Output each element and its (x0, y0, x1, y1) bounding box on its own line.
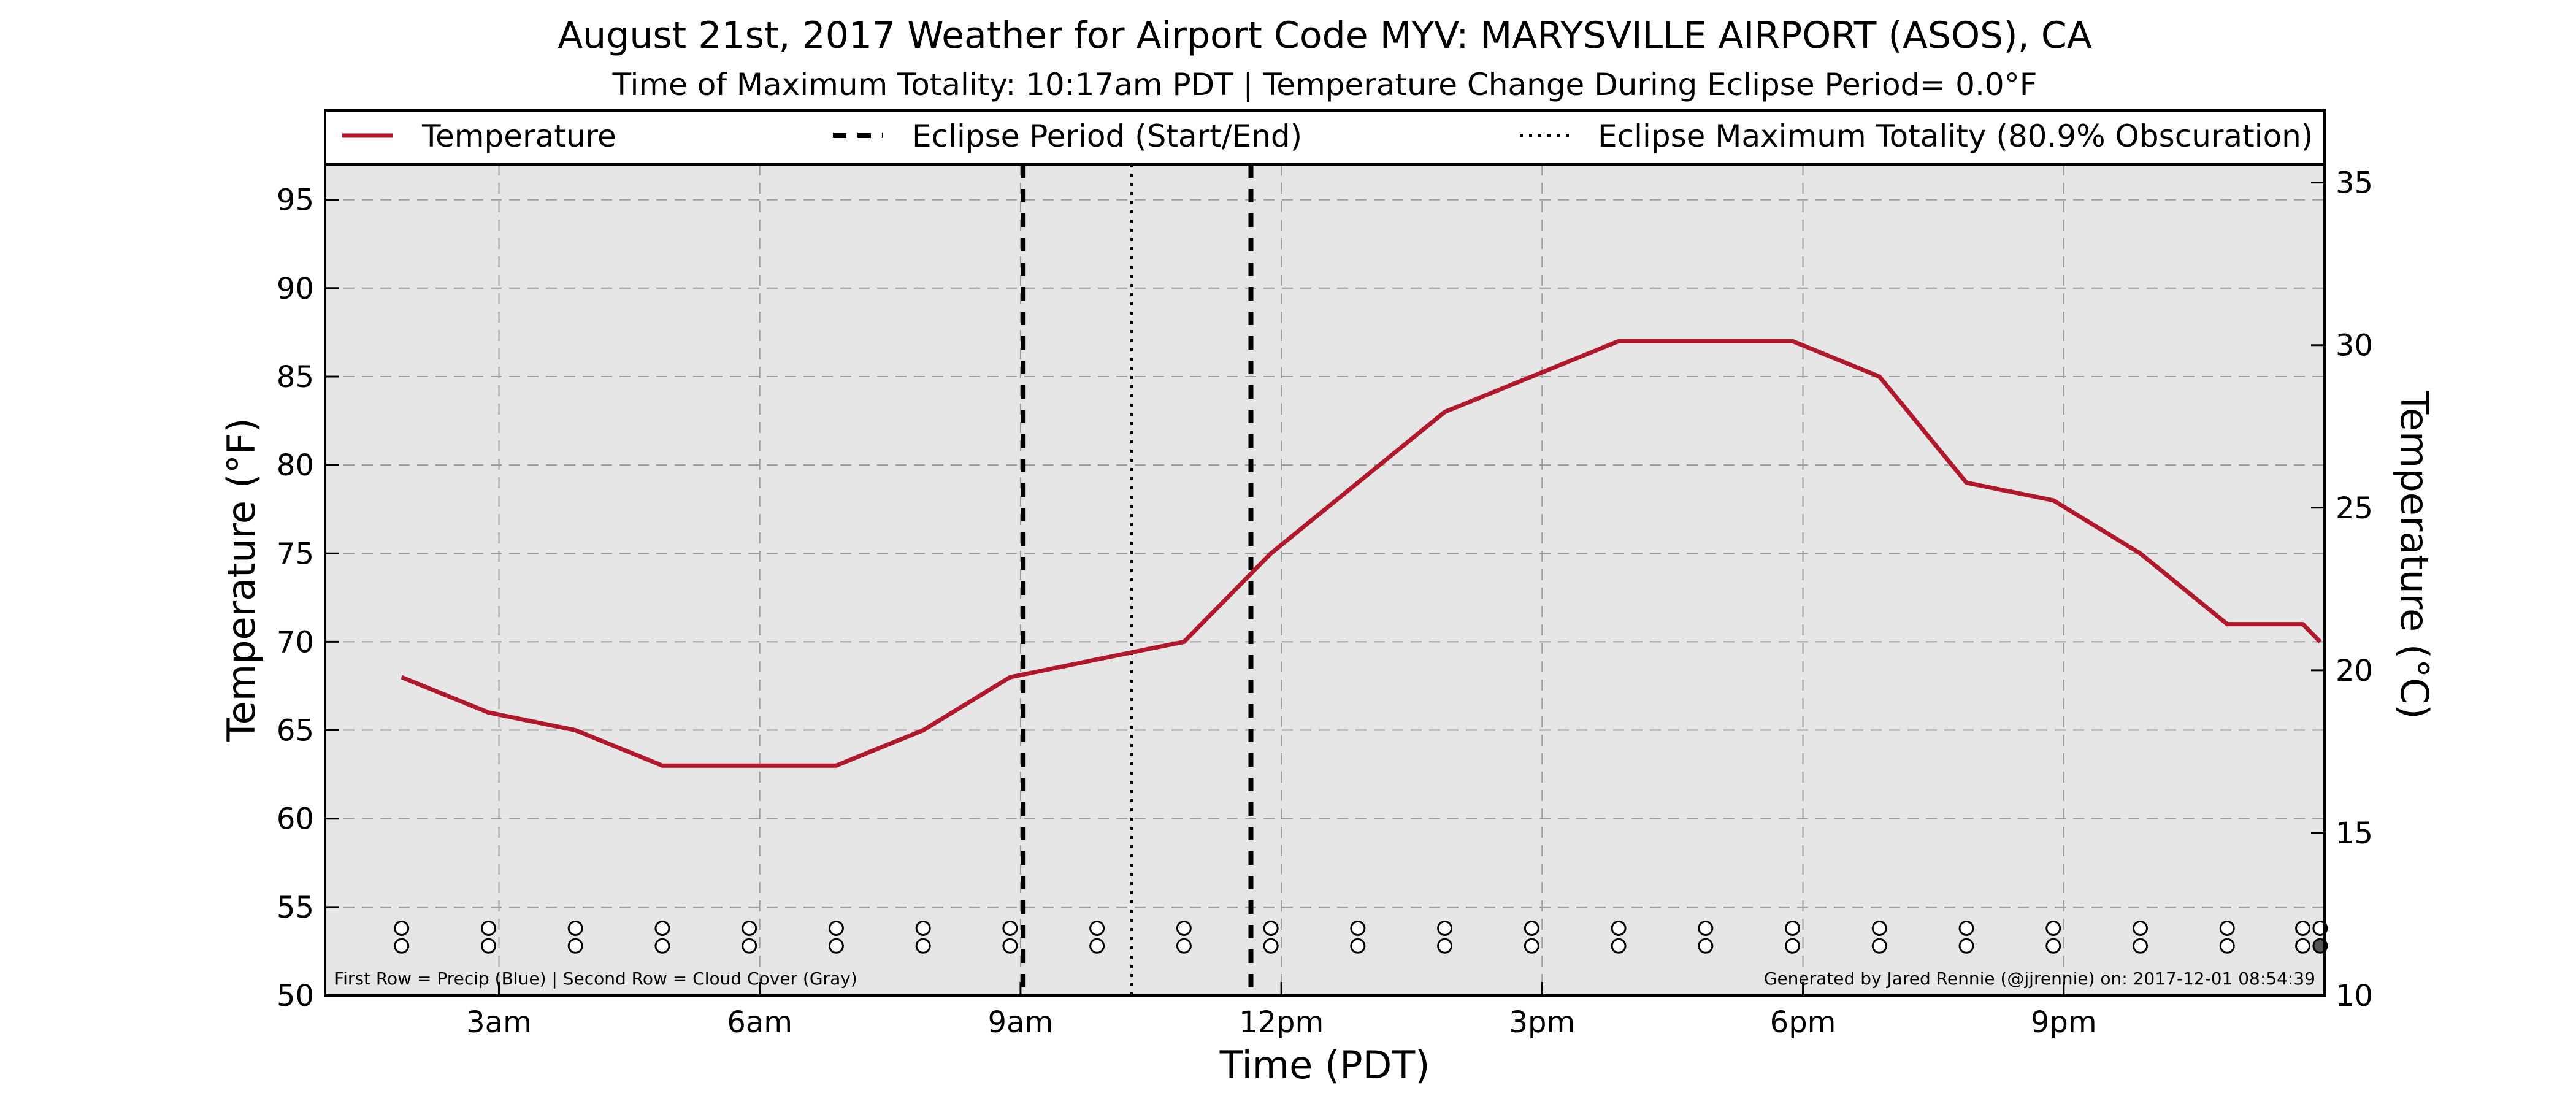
grid-lines (325, 164, 2325, 995)
cloud-cover-marker (1176, 938, 1192, 954)
x-tick-label: 6am (727, 1005, 792, 1040)
precip-marker (2219, 920, 2235, 936)
precip-marker (1785, 920, 1801, 936)
y-tick-label-left: 80 (277, 448, 314, 483)
y-tick-label-left: 60 (277, 802, 314, 837)
precip-marker (1176, 920, 1192, 936)
legend-eclipse-period-label: Eclipse Period (Start/End) (912, 118, 1302, 154)
precip-marker (1871, 920, 1887, 936)
cloud-cover-marker (1350, 938, 1366, 954)
y-tick-label-right: 30 (2336, 329, 2373, 363)
x-tick-label: 9am (988, 1005, 1054, 1040)
cloud-cover-marker (1871, 938, 1887, 954)
y-axis-label-right: Temperature (°C) (2392, 390, 2437, 719)
cloud-cover-marker (742, 938, 757, 954)
precip-marker (915, 920, 931, 936)
cloud-cover-marker (2045, 938, 2061, 954)
precip-marker (1698, 920, 1714, 936)
precip-marker (1524, 920, 1539, 936)
legend-eclipse-max-label: Eclipse Maximum Totality (80.9% Obscurat… (1598, 118, 2313, 154)
y-tick-label-left: 90 (277, 272, 314, 306)
precip-marker (480, 920, 496, 936)
precip-marker (828, 920, 844, 936)
eclipse-lines (1021, 164, 1254, 995)
y-tick-label-left: 55 (277, 891, 314, 925)
precip-marker (2133, 920, 2149, 936)
x-axis-label: Time (PDT) (1219, 1043, 1430, 1087)
precip-marker (1437, 920, 1453, 936)
precip-marker (1350, 920, 1366, 936)
cloud-cover-marker (567, 938, 583, 954)
legend-temperature-label: Temperature (421, 118, 616, 154)
y-tick-label-left: 85 (277, 360, 314, 394)
cloud-cover-marker (915, 938, 931, 954)
cloud-cover-marker (2133, 938, 2149, 954)
x-tick-label: 3pm (1509, 1005, 1575, 1040)
precip-marker (1958, 920, 1974, 936)
x-tick-label: 9pm (2031, 1005, 2097, 1040)
x-tick-label: 12pm (1239, 1005, 1324, 1040)
precip-marker (1002, 920, 1018, 936)
legend-box (324, 109, 2326, 166)
y-tick-label-right: 15 (2336, 816, 2373, 851)
cloud-cover-marker (828, 938, 844, 954)
y-axis-left: 50 55 60 65 70 75 80 85 90 95 (277, 183, 339, 1013)
cloud-cover-marker (654, 938, 670, 954)
chart-subtitle: Time of Maximum Totality: 10:17am PDT | … (612, 67, 2037, 102)
series-group (401, 339, 2322, 768)
cloud-cover-marker (1785, 938, 1801, 954)
y-tick-label-right: 10 (2336, 979, 2373, 1013)
cloud-cover-marker (1698, 938, 1714, 954)
precip-marker (567, 920, 583, 936)
precip-marker (1089, 920, 1105, 936)
cloud-cover-marker (394, 938, 410, 954)
precip-marker (394, 920, 410, 936)
cloud-cover-marker (480, 938, 496, 954)
precip-marker (2295, 920, 2311, 936)
cloud-cover-marker (1958, 938, 1974, 954)
chart-title: August 21st, 2017 Weather for Airport Co… (558, 14, 2092, 57)
y-tick-label-right: 20 (2336, 654, 2373, 688)
footnote-rows: First Row = Precip (Blue) | Second Row =… (334, 968, 857, 989)
x-axis: 3am 6am 9am 12pm 3pm 6pm 9pm (466, 982, 2097, 1040)
x-tick-label: 3am (466, 1005, 532, 1040)
legend: Temperature Eclipse Period (Start/End) E… (324, 109, 2326, 166)
cloud-cover-marker (2295, 938, 2311, 954)
precip-marker (2045, 920, 2061, 936)
cloud-cover-marker (1089, 938, 1105, 954)
temperature-line (401, 339, 2322, 768)
cloud-cover-marker (1002, 938, 1018, 954)
plot-area (325, 164, 2325, 995)
y-tick-label-right: 25 (2336, 491, 2373, 526)
x-tick-label: 6pm (1770, 1005, 1836, 1040)
cloud-cover-marker (1524, 938, 1539, 954)
y-tick-label-left: 95 (277, 183, 314, 218)
cloud-cover-marker (1611, 938, 1627, 954)
y-tick-label-left: 70 (277, 625, 314, 659)
cloud-cover-marker (1263, 938, 1279, 954)
precip-marker (1263, 920, 1279, 936)
cloud-cover-marker (1437, 938, 1453, 954)
y-tick-label-left: 65 (277, 714, 314, 748)
precip-marker (654, 920, 670, 936)
y-tick-label-left: 50 (277, 979, 314, 1013)
cloud-cover-marker (2219, 938, 2235, 954)
precip-marker (742, 920, 757, 936)
y-tick-label-left: 75 (277, 537, 314, 571)
marker-rows (394, 920, 2328, 954)
y-tick-label-right: 35 (2336, 166, 2373, 201)
y-axis-right: 10 15 20 25 30 35 (2311, 166, 2373, 1013)
y-axis-label-left: Temperature (°F) (219, 418, 264, 742)
precip-marker (1611, 920, 1627, 936)
footnote-generated: Generated by Jared Rennie (@jjrennie) on… (1764, 968, 2315, 989)
